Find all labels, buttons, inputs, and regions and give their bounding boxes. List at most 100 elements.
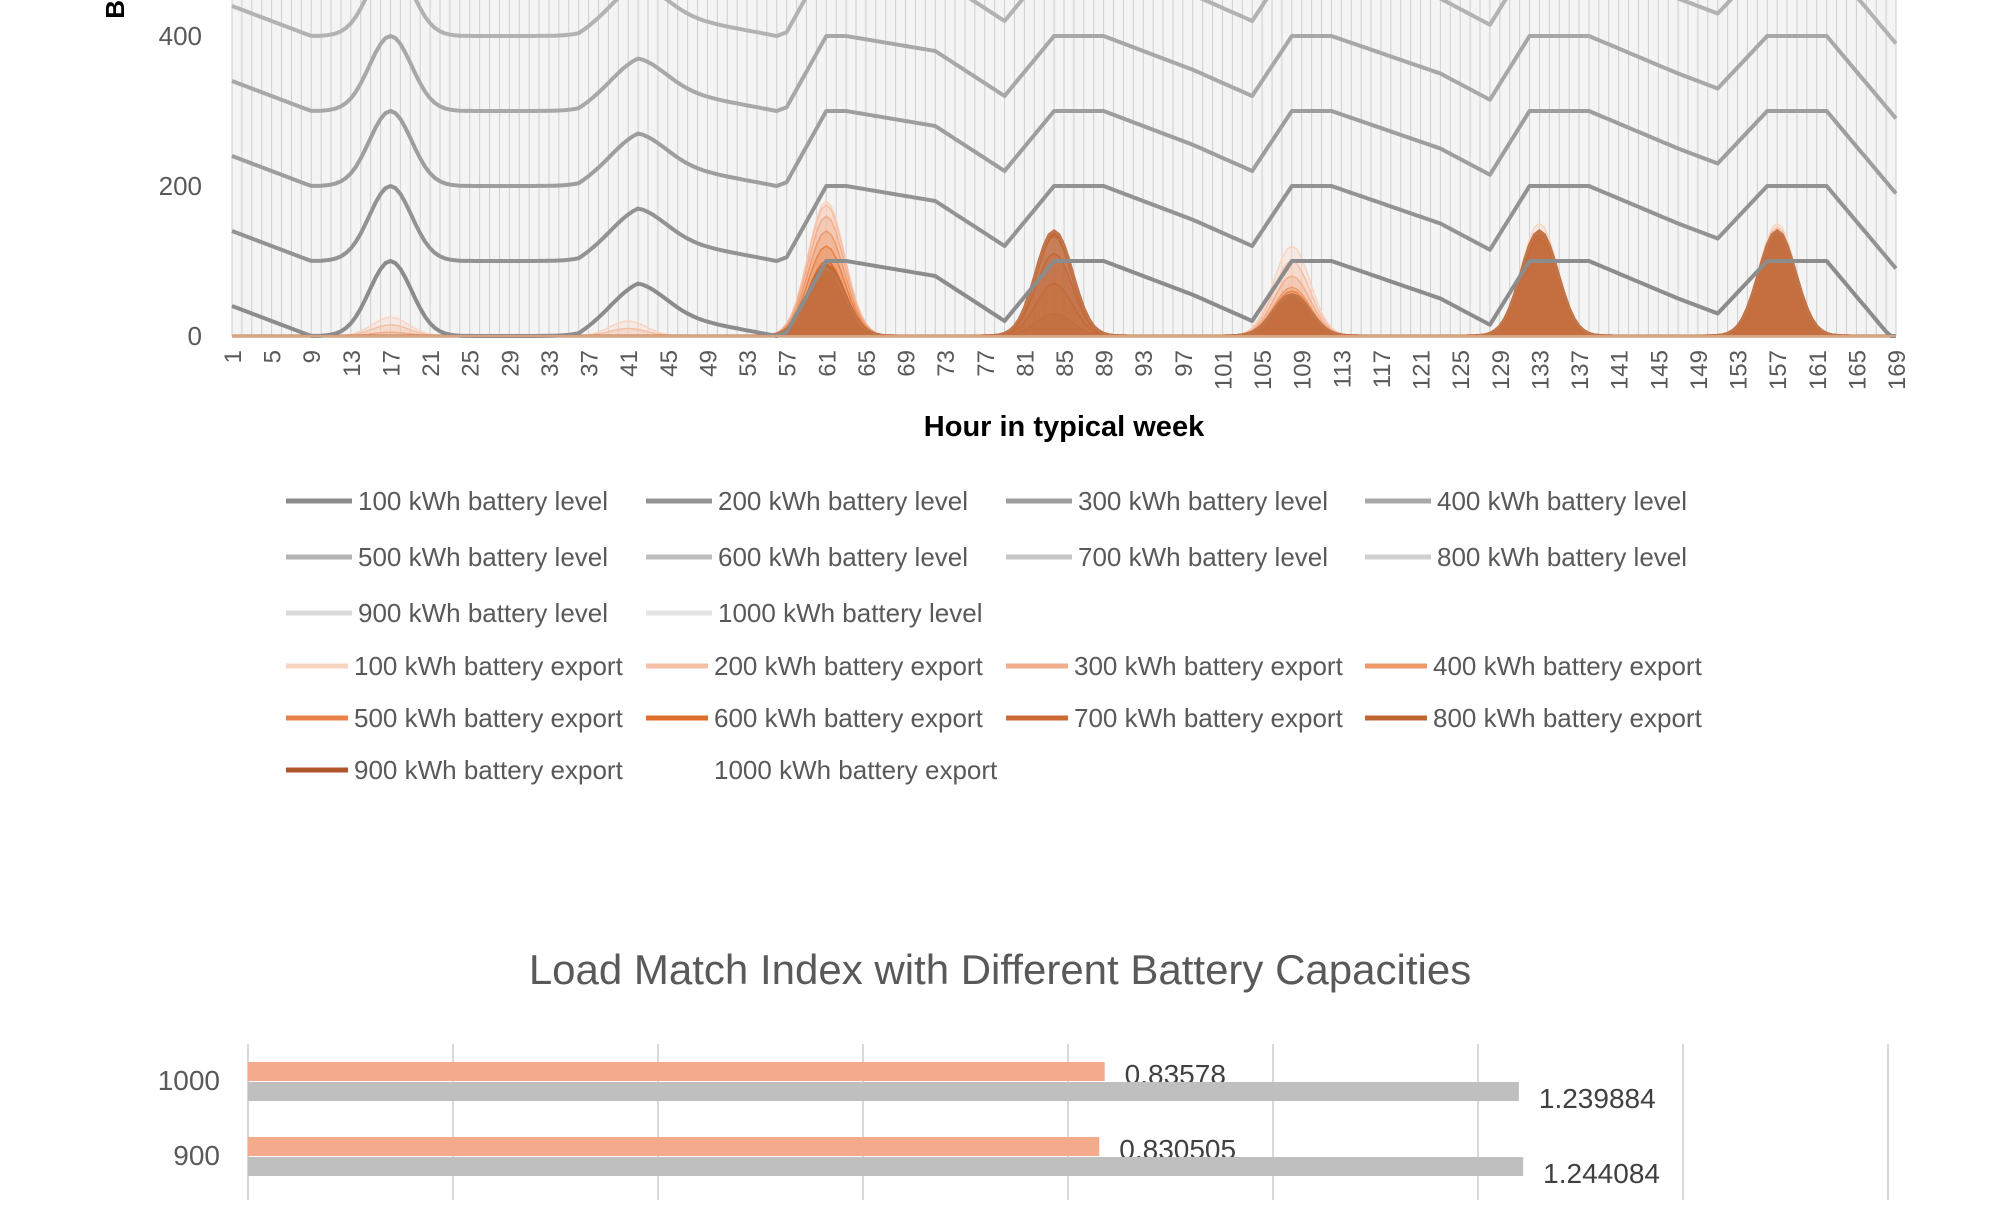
legend-label: 800 kWh battery export — [1433, 703, 1703, 733]
y-axis-label: B — [100, 0, 130, 19]
legend-item: 300 kWh battery export — [1006, 651, 1344, 681]
x-tick-label: 61 — [814, 350, 841, 377]
level-line-2 — [231, 184, 1898, 270]
legend-item: 100 kWh battery export — [286, 651, 624, 681]
legend-label: 300 kWh battery level — [1078, 486, 1328, 516]
x-tick-label: 157 — [1765, 350, 1792, 390]
x-tick-label: 125 — [1448, 350, 1475, 390]
x-tick-label: 77 — [973, 350, 1000, 377]
level-line-5 — [231, 0, 1898, 45]
x-tick-label: 33 — [537, 350, 564, 377]
level-lines — [231, 0, 1898, 338]
legend-item: 500 kWh battery export — [286, 703, 624, 733]
x-tick-label: 161 — [1805, 350, 1832, 390]
legend-label: 500 kWh battery level — [358, 542, 608, 572]
x-tick-label: 89 — [1092, 350, 1119, 377]
legend-item: 400 kWh battery export — [1365, 651, 1703, 681]
x-tick-label: 85 — [1052, 350, 1079, 377]
x-tick-label: 69 — [894, 350, 921, 377]
legend-item: 300 kWh battery level — [1006, 486, 1328, 516]
legend-item: 100 kWh battery level — [286, 486, 608, 516]
legend-item: 1000 kWh battery export — [714, 755, 998, 785]
bar — [248, 1157, 1524, 1176]
x-tick-label: 145 — [1646, 350, 1673, 390]
bar-category-labels: 1000 900 — [158, 1065, 220, 1171]
legend-item: 500 kWh battery level — [286, 542, 608, 572]
legend-label: 1000 kWh battery export — [714, 755, 998, 785]
x-tick-label: 117 — [1369, 350, 1396, 388]
legend-label: 1000 kWh battery level — [718, 598, 982, 628]
bar-category-label: 900 — [173, 1140, 220, 1171]
level-line-3 — [231, 109, 1898, 195]
x-tick-label: 41 — [616, 350, 643, 377]
x-tick-label: 105 — [1250, 350, 1277, 390]
legend-label: 700 kWh battery level — [1078, 542, 1328, 572]
x-tick-label: 129 — [1488, 350, 1515, 390]
x-tick-label: 121 — [1409, 350, 1436, 390]
legend-label: 200 kWh battery export — [714, 651, 984, 681]
legend: 100 kWh battery level 200 kWh battery lev… — [286, 486, 1703, 785]
legend-item: 200 kWh battery level — [646, 486, 968, 516]
x-tick-label: 17 — [378, 350, 405, 377]
y-tick-label: 0 — [188, 321, 202, 351]
x-axis-label: Hour in typical week — [924, 411, 1205, 443]
legend-item: 700 kWh battery export — [1006, 703, 1344, 733]
legend-item: 800 kWh battery export — [1365, 703, 1703, 733]
legend-label: 400 kWh battery level — [1437, 486, 1687, 516]
load-match-chart: Load Match Index with Different Battery … — [158, 946, 1889, 1200]
legend-item: 900 kWh battery level — [286, 598, 608, 628]
level-line-4 — [231, 34, 1898, 120]
legend-label: 700 kWh battery export — [1074, 703, 1344, 733]
bar — [248, 1062, 1105, 1081]
x-tick-label: 21 — [418, 350, 445, 377]
legend-item: 900 kWh battery export — [286, 755, 624, 785]
x-tick-label: 5 — [260, 350, 287, 363]
legend-item: 600 kWh battery export — [646, 703, 984, 733]
legend-label: 900 kWh battery export — [354, 755, 624, 785]
legend-label: 200 kWh battery level — [718, 486, 968, 516]
legend-label: 100 kWh battery export — [354, 651, 624, 681]
x-tick-label: 25 — [458, 350, 485, 377]
bar-category-label: 1000 — [158, 1065, 220, 1096]
x-tick-label: 133 — [1527, 350, 1554, 390]
x-tick-label: 49 — [695, 350, 722, 377]
x-tick-label: 113 — [1329, 350, 1356, 388]
bar — [248, 1082, 1519, 1101]
legend-label: 400 kWh battery export — [1433, 651, 1703, 681]
x-tick-label: 165 — [1844, 350, 1871, 390]
legend-label: 800 kWh battery level — [1437, 542, 1687, 572]
legend-label: 900 kWh battery level — [358, 598, 608, 628]
x-tick-label: 149 — [1686, 350, 1713, 390]
x-tick-label: 97 — [1171, 350, 1198, 377]
legend-label: 600 kWh battery export — [714, 703, 984, 733]
x-tick-label: 73 — [933, 350, 960, 377]
x-tick-label: 101 — [1210, 350, 1237, 390]
x-tick-label: 65 — [854, 350, 881, 377]
bar-value-label: 1.239884 — [1539, 1083, 1656, 1114]
bar-chart-title: Load Match Index with Different Battery … — [529, 946, 1471, 993]
legend-item: 1000 kWh battery level — [646, 598, 982, 628]
legend-label: 300 kWh battery export — [1074, 651, 1344, 681]
x-tick-label: 13 — [339, 350, 366, 377]
x-tick-label: 29 — [497, 350, 524, 377]
x-tick-label: 53 — [735, 350, 762, 377]
x-tick-label: 57 — [775, 350, 802, 377]
legend-item: 600 kWh battery level — [646, 542, 968, 572]
y-tick-label: 400 — [159, 21, 202, 51]
y-axis-ticks: 0 200 400 — [159, 21, 202, 351]
legend-item: 700 kWh battery level — [1006, 542, 1328, 572]
x-tick-label: 37 — [577, 350, 604, 377]
legend-item: 800 kWh battery level — [1365, 542, 1687, 572]
x-tick-label: 109 — [1290, 350, 1317, 390]
battery-level-chart: 0 200 400 1 5 9 13 17 21 25 29 33 37 41 45 49 53 57 61 65 6… — [100, 0, 1911, 785]
x-tick-label: 9 — [299, 350, 326, 363]
y-tick-label: 200 — [159, 171, 202, 201]
x-tick-label: 1 — [220, 350, 247, 363]
x-tick-label: 93 — [1131, 350, 1158, 377]
bar — [248, 1137, 1100, 1156]
legend-label: 600 kWh battery level — [718, 542, 968, 572]
x-tick-label: 141 — [1607, 350, 1634, 390]
